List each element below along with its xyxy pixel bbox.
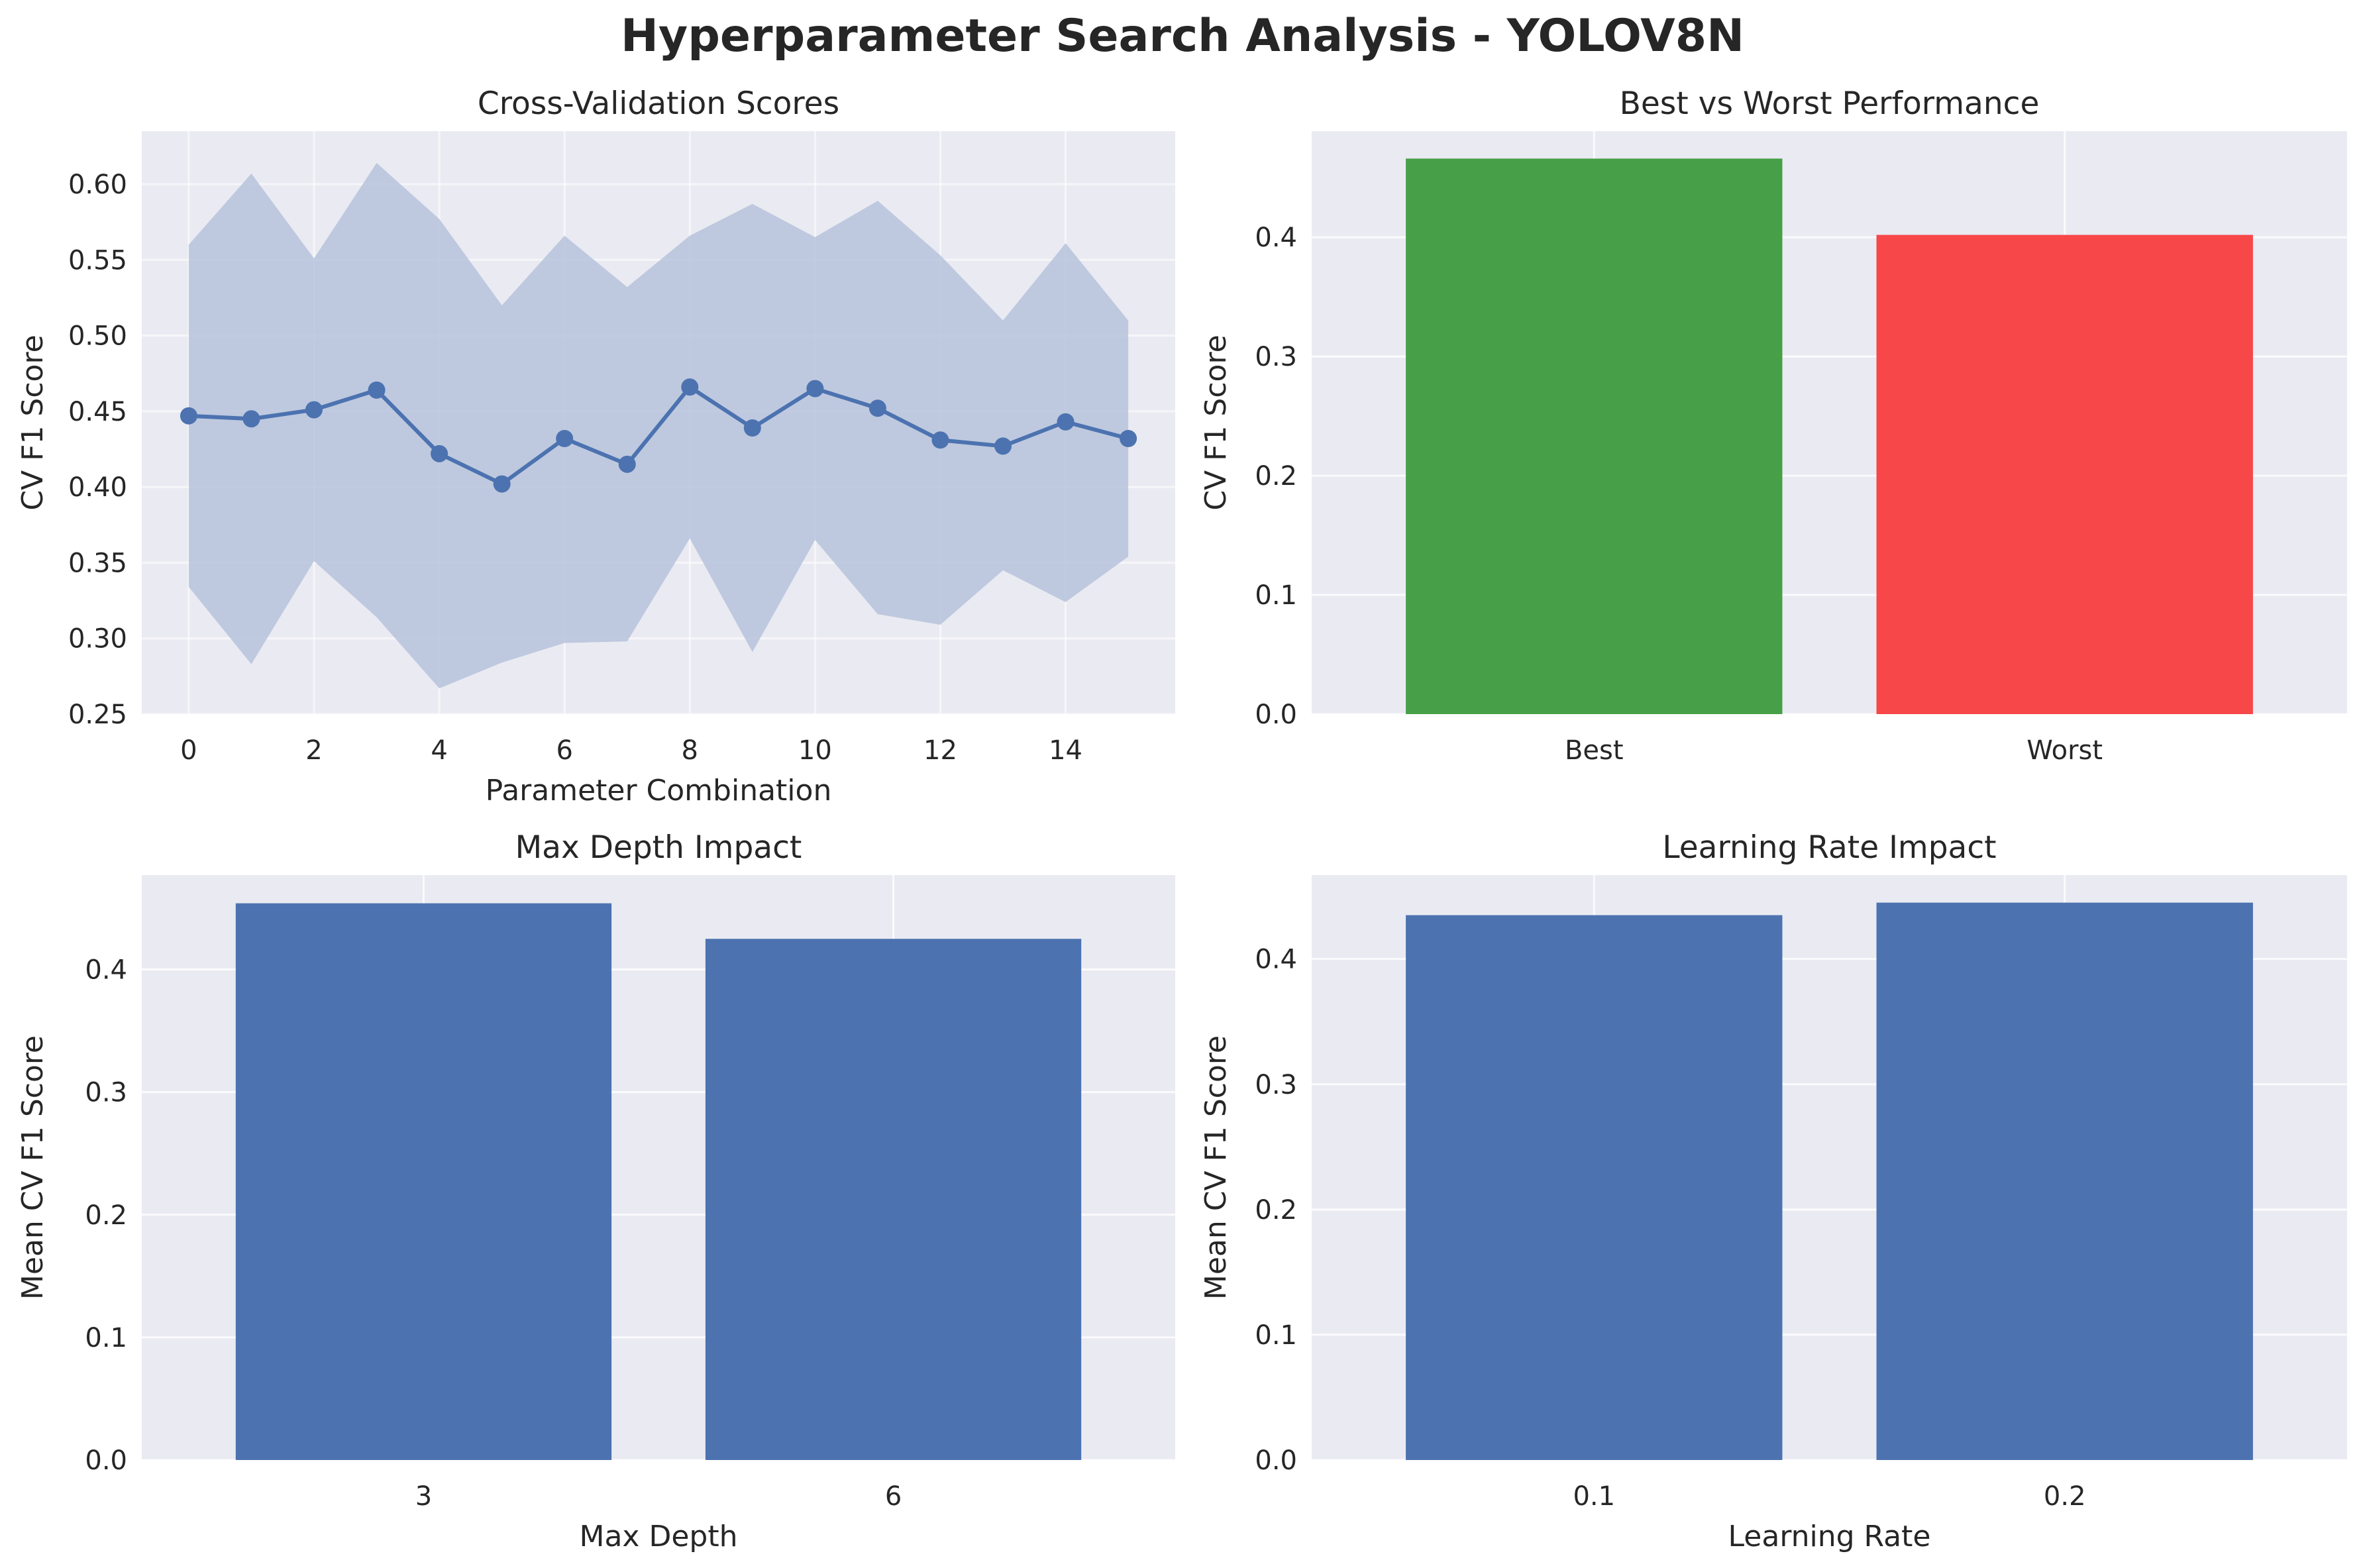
panel-cross-validation-scores: 0.25 0.30 0.35 0.40 0.45 0.50 0.55 0.60 0 2 4 6 8 10 1… bbox=[16, 85, 1175, 808]
bar-0-1 bbox=[1406, 915, 1783, 1460]
panel-max-depth-impact: 0.0 0.1 0.2 0.3 0.4 3 6 Max Depth Impact Max Dep… bbox=[16, 829, 1175, 1553]
y-axis-label: Mean CV F1 Score bbox=[1199, 1035, 1233, 1300]
x-tick-label: 2 bbox=[305, 735, 322, 766]
panel-title: Max Depth Impact bbox=[515, 829, 802, 866]
data-point bbox=[931, 431, 949, 449]
x-tick-label: 0.2 bbox=[2044, 1481, 2086, 1512]
x-tick-label: 4 bbox=[431, 735, 447, 766]
y-tick-label: 0.0 bbox=[1255, 700, 1297, 730]
y-tick-label: 0.1 bbox=[1255, 1320, 1297, 1351]
y-tick-label: 0.30 bbox=[68, 624, 127, 654]
panel-title: Learning Rate Impact bbox=[1662, 829, 1996, 866]
data-point bbox=[868, 399, 886, 417]
y-tick-label: 0.50 bbox=[68, 321, 127, 352]
x-axis-label: Parameter Combination bbox=[486, 774, 832, 808]
y-tick-label: 0.55 bbox=[68, 245, 127, 276]
y-tick-label: 0.2 bbox=[1255, 1195, 1297, 1226]
data-point bbox=[1120, 430, 1137, 447]
x-tick-label: 0.1 bbox=[1573, 1481, 1615, 1512]
panel-title: Best vs Worst Performance bbox=[1620, 85, 2040, 122]
x-tick-label: Best bbox=[1565, 735, 1624, 766]
data-point bbox=[681, 378, 699, 396]
data-point bbox=[242, 410, 260, 428]
y-axis-label: CV F1 Score bbox=[1199, 335, 1233, 510]
bar-3 bbox=[235, 903, 612, 1460]
panel-best-vs-worst: 0.0 0.1 0.2 0.3 0.4 Best Worst Best vs Worst Pe… bbox=[1199, 85, 2347, 766]
x-tick-label: 6 bbox=[556, 735, 572, 766]
y-tick-label: 0.4 bbox=[1255, 223, 1297, 253]
y-tick-label: 0.1 bbox=[85, 1323, 127, 1353]
figure-suptitle: Hyperparameter Search Analysis - YOLOV8N bbox=[621, 10, 1744, 62]
y-tick-label: 0.35 bbox=[68, 548, 127, 578]
data-point bbox=[368, 381, 386, 399]
y-axis-label: CV F1 Score bbox=[16, 335, 50, 510]
y-tick-label: 0.25 bbox=[68, 700, 127, 730]
panel-learning-rate-impact: 0.0 0.1 0.2 0.3 0.4 0.1 0.2 Learning Rate Impac… bbox=[1199, 829, 2347, 1553]
y-tick-label: 0.0 bbox=[85, 1445, 127, 1476]
y-tick-label: 0.4 bbox=[1255, 945, 1297, 975]
x-tick-label: 3 bbox=[415, 1481, 432, 1512]
data-point bbox=[493, 475, 511, 493]
y-tick-label: 0.0 bbox=[1255, 1445, 1297, 1476]
data-point bbox=[180, 407, 197, 425]
x-axis-label: Learning Rate bbox=[1728, 1520, 1931, 1553]
y-axis-label: Mean CV F1 Score bbox=[16, 1035, 50, 1300]
y-tick-label: 0.3 bbox=[1255, 342, 1297, 372]
x-tick-label: Worst bbox=[2026, 735, 2103, 766]
y-tick-label: 0.2 bbox=[85, 1200, 127, 1231]
y-tick-label: 0.60 bbox=[68, 170, 127, 200]
panel-title: Cross-Validation Scores bbox=[478, 85, 839, 122]
data-point bbox=[618, 455, 636, 473]
x-tick-label: 6 bbox=[885, 1481, 902, 1512]
bar-0-2 bbox=[1876, 902, 2253, 1460]
bar-best bbox=[1406, 158, 1783, 714]
data-point bbox=[1057, 413, 1075, 431]
data-point bbox=[806, 380, 824, 397]
data-point bbox=[305, 401, 323, 419]
series-line bbox=[188, 385, 1129, 486]
y-tick-label: 0.40 bbox=[68, 472, 127, 503]
data-point bbox=[556, 430, 574, 447]
data-point bbox=[743, 419, 761, 437]
x-tick-label: 10 bbox=[798, 735, 832, 766]
data-point bbox=[431, 444, 448, 462]
x-tick-label: 12 bbox=[923, 735, 957, 766]
y-tick-label: 0.45 bbox=[68, 397, 127, 427]
y-tick-label: 0.2 bbox=[1255, 461, 1297, 492]
x-tick-label: 8 bbox=[682, 735, 698, 766]
y-tick-label: 0.1 bbox=[1255, 580, 1297, 611]
data-point bbox=[994, 437, 1012, 455]
y-tick-label: 0.4 bbox=[85, 955, 127, 986]
x-tick-label: 0 bbox=[180, 735, 197, 766]
y-tick-label: 0.3 bbox=[85, 1078, 127, 1108]
x-axis-label: Max Depth bbox=[580, 1520, 738, 1553]
x-tick-label: 14 bbox=[1049, 735, 1082, 766]
bar-worst bbox=[1876, 235, 2253, 714]
y-tick-label: 0.3 bbox=[1255, 1070, 1297, 1100]
bar-6 bbox=[705, 939, 1082, 1460]
